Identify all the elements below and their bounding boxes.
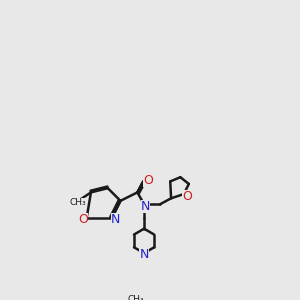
- Text: N: N: [141, 200, 151, 213]
- Text: CH₃: CH₃: [70, 198, 87, 207]
- Text: CH₃: CH₃: [128, 295, 144, 300]
- Text: N: N: [140, 248, 149, 261]
- Text: O: O: [182, 190, 192, 203]
- Text: N: N: [111, 213, 120, 226]
- Text: O: O: [143, 174, 153, 187]
- Text: O: O: [78, 213, 88, 226]
